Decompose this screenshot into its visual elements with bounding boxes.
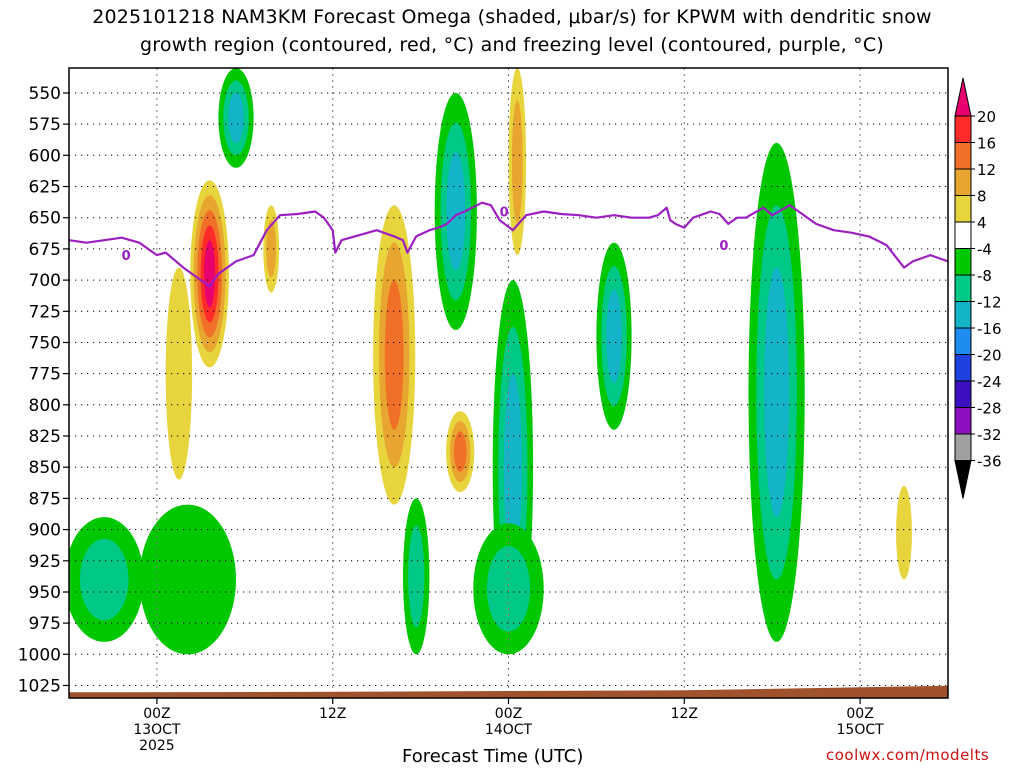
omega-feature-0-level-4 (204, 240, 216, 308)
colorbar: 20 16 12 8 4 -4 -8 -12 -16 -20 -24 -28 -32 -36 (954, 77, 1002, 499)
omega-feature-4-level-2 (453, 431, 467, 472)
x-tick-label-2: 00Z (495, 706, 522, 722)
y-tick-label-1025: 1025 (18, 677, 61, 697)
omega-feature-9-level-2 (606, 289, 622, 384)
colorbar-label-12: -32 (977, 426, 1002, 444)
x-tick-label-1: 12Z (319, 706, 346, 722)
y-tick-label-600: 600 (29, 146, 61, 166)
y-tick-label-975: 975 (29, 614, 61, 634)
colorbar-bin-12 (954, 433, 972, 461)
colorbar-label-13: -36 (977, 453, 1002, 471)
colorbar-bin-3 (954, 195, 972, 223)
omega-feature-2-level-1 (266, 220, 277, 278)
omega-feature-6-level-0 (896, 485, 912, 580)
y-tick-label-875: 875 (29, 489, 61, 509)
colorbar-bin-5 (954, 248, 972, 276)
colorbar-bin-7 (954, 301, 972, 329)
omega-feature-15-level-2 (228, 92, 244, 143)
colorbar-label-1: 16 (977, 135, 996, 153)
y-tick-label-950: 950 (29, 583, 61, 603)
omega-feature-13-level-1 (408, 525, 425, 628)
colorbar-bin-2 (954, 168, 972, 196)
y-tick-label-1000: 1000 (18, 645, 61, 665)
colorbar-label-9: -20 (977, 347, 1002, 365)
y-tick-label-925: 925 (29, 552, 61, 572)
chart-title-line2: growth region (contoured, red, °C) and f… (140, 34, 884, 56)
y-axis: 550 575 600 625 650 675 700 725 750 775 800 825 850 8… (18, 84, 69, 697)
ground-layer (69, 685, 948, 698)
x-tick-date-0: 13OCT (133, 722, 181, 738)
freezing-level-label-1: 0 (500, 206, 509, 221)
y-tick-label-675: 675 (29, 240, 61, 260)
y-tick-label-650: 650 (29, 209, 61, 229)
omega-feature-10-level-2 (764, 267, 790, 518)
colorbar-bin-0 (954, 115, 972, 143)
colorbar-bin-10 (954, 380, 972, 408)
omega-feature-12-level-1 (79, 538, 129, 621)
colorbar-top-arrow (954, 77, 972, 117)
x-tick-label-3: 12Z (671, 706, 698, 722)
colorbar-label-8: -16 (977, 320, 1002, 338)
y-tick-label-550: 550 (29, 84, 61, 104)
colorbar-bin-9 (954, 354, 972, 382)
x-tick-year-0: 2025 (139, 738, 175, 754)
y-tick-label-800: 800 (29, 396, 61, 416)
y-tick-label-775: 775 (29, 365, 61, 385)
freezing-level-contour: 0 0 0 (69, 201, 948, 288)
colorbar-label-2: 12 (977, 161, 996, 179)
colorbar-label-11: -28 (977, 400, 1002, 418)
omega-feature-1-level-0 (165, 267, 193, 480)
x-axis-label: Forecast Time (UTC) (402, 746, 584, 767)
y-tick-label-900: 900 (29, 521, 61, 541)
y-tick-label-700: 700 (29, 271, 61, 291)
omega-feature-7-level-2 (446, 152, 466, 271)
y-tick-label-825: 825 (29, 427, 61, 447)
omega-feature-11-level-0 (139, 504, 236, 655)
colorbar-bin-6 (954, 274, 972, 302)
x-tick-date-2: 14OCT (485, 722, 533, 738)
colorbar-bin-1 (954, 142, 972, 170)
y-tick-label-625: 625 (29, 178, 61, 198)
colorbar-bin-11 (954, 407, 972, 435)
y-tick-label-725: 725 (29, 302, 61, 322)
x-tick-label-4: 00Z (846, 706, 873, 722)
colorbar-bin-8 (954, 327, 972, 355)
colorbar-label-5: -4 (977, 241, 992, 259)
colorbar-label-6: -8 (977, 267, 992, 285)
plot-area (69, 68, 912, 655)
chart-title-line1: 2025101218 NAM3KM Forecast Omega (shaded… (92, 6, 932, 28)
colorbar-label-0: 20 (977, 108, 996, 126)
colorbar-bin-4 (954, 221, 972, 249)
colorbar-label-4: 4 (977, 214, 987, 232)
x-tick-date-4: 15OCT (837, 722, 885, 738)
colorbar-bottom-arrow (954, 460, 972, 499)
colorbar-label-10: -24 (977, 373, 1002, 391)
omega-feature-14-level-1 (486, 546, 531, 632)
freezing-level-label-2: 0 (719, 239, 728, 254)
x-tick-label-0: 00Z (143, 706, 170, 722)
omega-feature-5-level-1 (511, 100, 523, 223)
freezing-level-line (69, 201, 948, 288)
colorbar-label-7: -12 (977, 294, 1002, 312)
y-tick-label-575: 575 (29, 115, 61, 135)
omega-feature-3-level-2 (384, 280, 404, 430)
y-tick-label-850: 850 (29, 458, 61, 478)
source-credit: coolwx.com/modelts (826, 746, 990, 764)
grid (69, 68, 948, 698)
freezing-level-label-0: 0 (122, 249, 131, 264)
surface-ground (69, 685, 948, 698)
y-tick-label-750: 750 (29, 334, 61, 354)
colorbar-label-3: 8 (977, 188, 987, 206)
